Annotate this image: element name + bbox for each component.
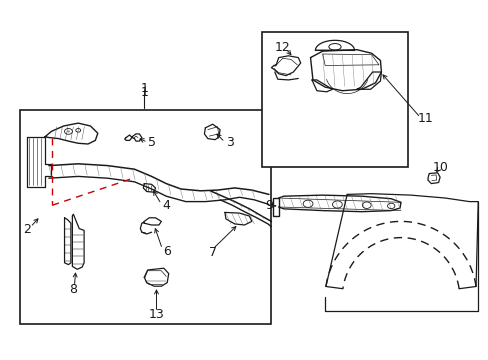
Text: 1: 1 (140, 86, 148, 99)
Text: 4: 4 (162, 199, 170, 212)
Bar (261, 32, 407, 167)
Text: 10: 10 (432, 161, 448, 174)
Bar (20, 110, 271, 324)
Text: 7: 7 (208, 246, 216, 258)
Text: 11: 11 (417, 112, 432, 125)
Text: 12: 12 (274, 41, 289, 54)
Text: 9: 9 (264, 199, 272, 212)
Text: 8: 8 (69, 283, 77, 296)
Text: 13: 13 (148, 308, 164, 321)
Bar (272, 198, 278, 216)
Text: 3: 3 (225, 136, 233, 149)
Circle shape (67, 130, 70, 132)
Text: 2: 2 (23, 223, 31, 236)
Text: 6: 6 (163, 245, 171, 258)
Text: 1: 1 (140, 82, 148, 95)
Text: 5: 5 (147, 136, 155, 149)
